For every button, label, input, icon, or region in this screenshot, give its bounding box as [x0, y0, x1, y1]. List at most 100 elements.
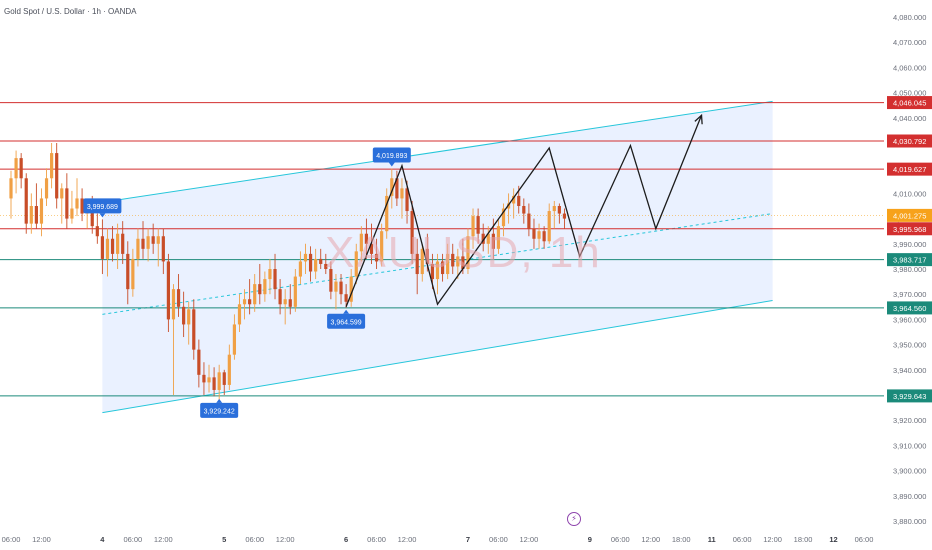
- candle: [380, 223, 384, 267]
- candle-body: [354, 251, 358, 277]
- candle-body: [527, 213, 531, 229]
- candle: [166, 253, 170, 332]
- candle-body: [90, 208, 94, 227]
- candle: [248, 279, 252, 315]
- candle: [456, 248, 460, 280]
- candle: [161, 228, 165, 275]
- candle: [222, 369, 226, 395]
- price-level-tag: 4,019.627: [887, 162, 932, 176]
- candle-body: [374, 253, 379, 262]
- candle-body: [288, 299, 292, 307]
- candle: [476, 208, 480, 244]
- candle: [110, 226, 115, 262]
- candle: [552, 200, 556, 229]
- candle: [400, 178, 404, 219]
- candle-body: [242, 299, 247, 305]
- time-tick-label: 12:00: [398, 535, 417, 544]
- price-level-tag-bg: [887, 253, 932, 267]
- candle: [415, 238, 419, 295]
- candle: [486, 226, 490, 254]
- price-level-tag-bg: [887, 389, 932, 403]
- candle-body: [29, 206, 33, 224]
- candle: [420, 243, 424, 282]
- callout-box: [83, 198, 122, 214]
- price-callout: 3,964.599: [327, 309, 366, 329]
- candle-body: [248, 299, 252, 305]
- candle: [95, 213, 99, 244]
- time-tick-label: 6: [344, 535, 348, 544]
- time-tick-label: 12:00: [32, 535, 51, 544]
- candle: [217, 364, 221, 406]
- candle-body: [532, 228, 536, 239]
- candle-body: [517, 195, 521, 206]
- candle: [197, 339, 201, 388]
- candle: [496, 218, 501, 254]
- wave-projection-path: [345, 115, 703, 308]
- candle: [542, 226, 546, 249]
- candle: [273, 253, 277, 300]
- candle: [557, 203, 561, 224]
- lightning-icon[interactable]: ⚡: [567, 512, 581, 526]
- candle: [527, 203, 531, 237]
- candle: [263, 271, 267, 302]
- price-axis[interactable]: 3,880.000 3,890.000 3,900.000 3,910.000 3,92…: [887, 13, 932, 526]
- price-tick-label: 4,040.000: [893, 114, 926, 123]
- price-level-tag: 4,030.792: [887, 134, 932, 148]
- time-tick-label: 12:00: [154, 535, 173, 544]
- candle: [278, 279, 282, 315]
- candle: [258, 263, 262, 305]
- candle: [202, 362, 206, 395]
- candle-body: [182, 306, 186, 325]
- level-lines-layer: [0, 102, 884, 397]
- candle: [547, 203, 551, 244]
- price-tick-label: 3,880.000: [893, 517, 926, 526]
- candle-body: [105, 238, 110, 259]
- price-level-tag-label: 4,030.792: [893, 137, 926, 146]
- candle-body: [232, 324, 237, 355]
- time-tick-label: 12:00: [520, 535, 539, 544]
- candle: [410, 200, 414, 264]
- price-level-tag-label: 3,983.717: [893, 256, 926, 265]
- candle-body: [95, 226, 99, 237]
- candle: [339, 274, 343, 305]
- candle-body: [278, 289, 282, 305]
- candle-body: [395, 178, 399, 199]
- candle-body: [39, 198, 44, 224]
- price-callout: 3,929.242: [200, 398, 239, 418]
- candle-body: [405, 188, 409, 212]
- candle: [390, 168, 394, 209]
- price-level-tag: 3,995.968: [887, 222, 932, 236]
- candle-body: [197, 349, 201, 375]
- candle: [359, 226, 363, 262]
- candle-body: [268, 269, 272, 280]
- callout-pointer: [388, 162, 395, 167]
- candle-body: [456, 256, 460, 267]
- callout-pointer: [216, 398, 223, 403]
- time-axis[interactable]: 06:00 12:00 4 06:00 12:00 5 06:00 12:00 6 06:00 12…: [2, 535, 874, 544]
- price-level-tag-bg: [887, 134, 932, 148]
- time-tick-label: 12:00: [641, 535, 660, 544]
- candle-body: [9, 178, 13, 199]
- candle-body: [415, 253, 419, 275]
- candle-body: [410, 211, 414, 254]
- time-tick-label: 06:00: [123, 535, 142, 544]
- price-tick-label: 3,990.000: [893, 240, 926, 249]
- candle-body: [207, 377, 211, 383]
- chart-title: Gold Spot / U.S. Dollar · 1h · OANDA: [4, 7, 137, 16]
- candle-body: [562, 213, 567, 219]
- candle: [268, 258, 272, 295]
- candle: [44, 168, 49, 206]
- candle-body: [166, 261, 170, 320]
- candle-body: [258, 284, 262, 295]
- candle-body: [359, 233, 363, 252]
- candle: [75, 178, 79, 217]
- candle: [237, 294, 242, 332]
- candle-body: [136, 238, 140, 259]
- candle-body: [44, 178, 49, 199]
- candle: [298, 251, 303, 285]
- candle-body: [212, 377, 216, 390]
- callout-label: 3,929.242: [204, 408, 235, 415]
- candle: [105, 228, 110, 277]
